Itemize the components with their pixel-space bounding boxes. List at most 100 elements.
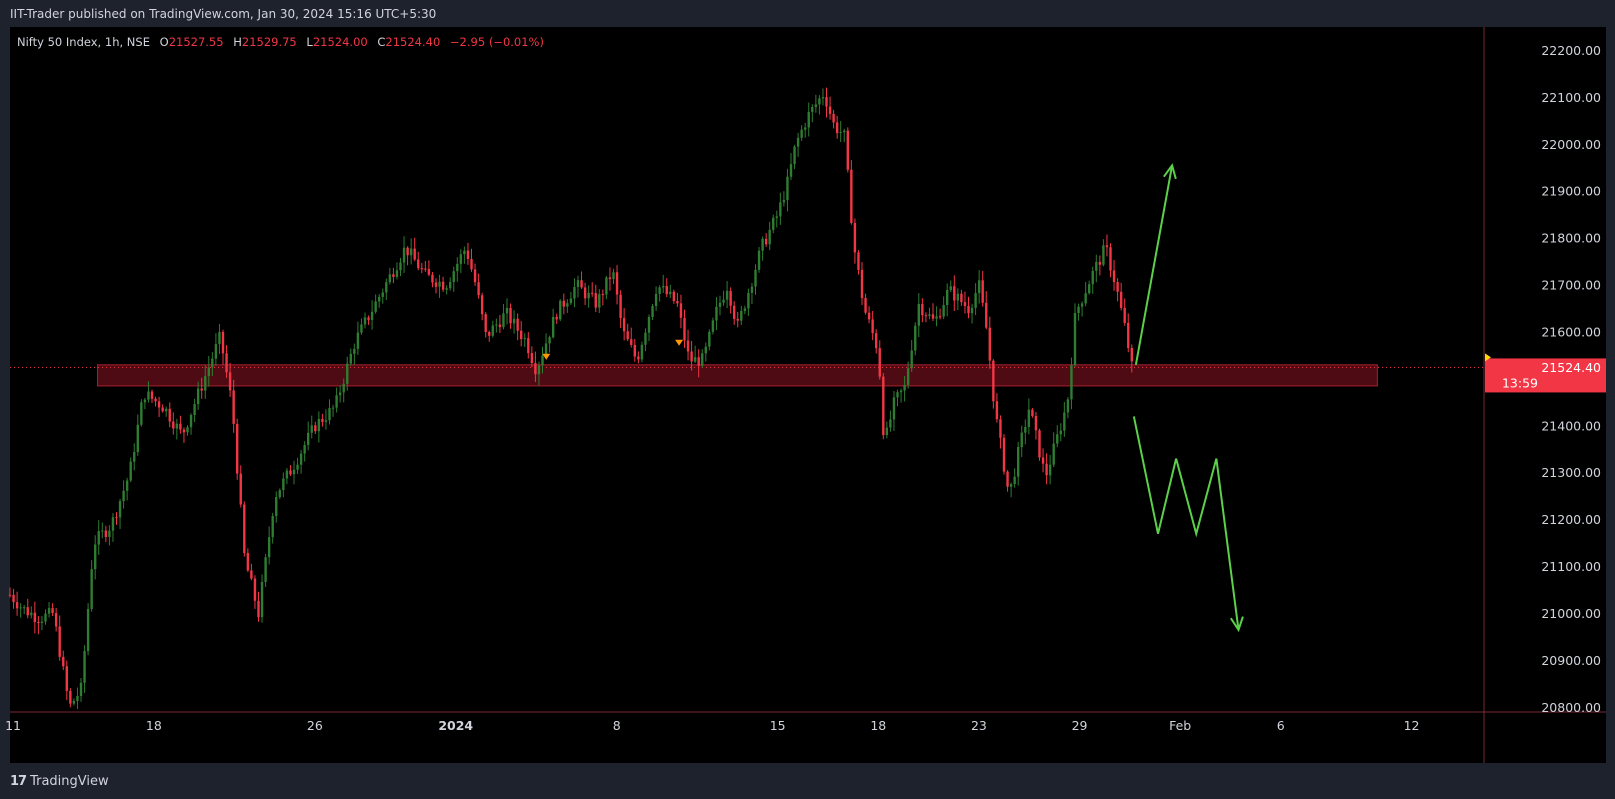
candle-body [864, 298, 867, 313]
publisher-bar: IIT-Trader published on TradingView.com,… [0, 0, 1615, 27]
candle [637, 351, 640, 364]
candle [619, 290, 622, 328]
candle-body [79, 682, 83, 696]
close-value: 21524.40 [385, 35, 441, 49]
candle-body [97, 531, 100, 545]
candle-body [1080, 303, 1084, 307]
candle [303, 441, 306, 462]
candle-body [94, 544, 97, 570]
candle [566, 299, 569, 313]
candle [1109, 243, 1112, 278]
chart-pane[interactable] [10, 27, 1606, 763]
candle [58, 615, 61, 661]
candle [530, 346, 534, 367]
candle-body [129, 461, 132, 481]
candle-body [69, 690, 72, 704]
candle [207, 355, 210, 387]
symbol-label[interactable]: Nifty 50 Index, 1h, NSE [17, 35, 150, 49]
candle-body [690, 351, 693, 362]
price-pointer-icon [1485, 353, 1491, 362]
candle [1102, 239, 1105, 267]
candle-body [733, 305, 736, 320]
candle [129, 457, 132, 483]
candle [676, 292, 679, 307]
candle-body [1013, 476, 1016, 485]
candle [413, 237, 416, 262]
candle-body [999, 419, 1002, 438]
candle [598, 289, 601, 314]
candle [910, 340, 913, 372]
candle-body [260, 581, 264, 618]
candle [83, 645, 86, 693]
candle-body [669, 291, 672, 295]
candle [1038, 428, 1041, 461]
candle [353, 343, 356, 365]
candle [509, 303, 512, 329]
candle [928, 307, 931, 320]
x-tick-label: 18 [146, 718, 162, 733]
candle-body [228, 372, 232, 391]
published-info: IIT-Trader published on TradingView.com,… [10, 7, 437, 21]
x-tick-label: 15 [770, 718, 786, 733]
candle [189, 413, 193, 435]
projection-arrow [1134, 165, 1174, 365]
signal-marker-icon [542, 353, 551, 360]
candle [764, 233, 768, 247]
candle [456, 257, 459, 282]
candle-body [445, 288, 448, 290]
candle-body [1084, 293, 1087, 304]
candle-body [573, 286, 576, 299]
candle-body [764, 238, 768, 245]
candle-body [516, 318, 519, 331]
y-tick-label: 21700.00 [1541, 278, 1601, 293]
candle [683, 309, 686, 348]
candle [587, 285, 590, 308]
candle-body [871, 319, 874, 334]
y-tick-label: 22100.00 [1541, 90, 1601, 105]
candle [477, 273, 480, 299]
candle [417, 251, 420, 271]
candle [679, 294, 683, 329]
candle [196, 381, 200, 410]
candle-body [1009, 484, 1013, 487]
candle [946, 283, 949, 317]
candle [200, 377, 203, 399]
tradingview-logo[interactable]: 17 TradingView [10, 774, 109, 789]
candle-body [1073, 313, 1077, 365]
open-key: O [159, 35, 169, 49]
candle-body [963, 302, 967, 306]
candle [225, 345, 228, 378]
candle [931, 303, 935, 321]
candle [15, 591, 19, 616]
candle [573, 278, 576, 308]
candle [576, 275, 580, 298]
candle [76, 687, 79, 710]
candle [62, 650, 65, 671]
candle-body [267, 537, 271, 558]
candle-body [211, 358, 214, 368]
candle-body [821, 97, 825, 99]
candle-body [512, 318, 516, 324]
candle-body [949, 286, 952, 290]
candle [605, 276, 608, 300]
candle-body [743, 308, 747, 311]
candle [228, 362, 232, 397]
candle-body [1095, 261, 1098, 271]
candle [125, 477, 129, 501]
candle [282, 472, 285, 498]
candle-body [1088, 284, 1091, 294]
candle-body [417, 259, 420, 269]
candle-body [154, 398, 157, 402]
candle [8, 587, 12, 598]
candle-body [189, 415, 193, 428]
candle-body [111, 517, 115, 531]
candle-body [633, 344, 636, 357]
candle-body [814, 104, 818, 107]
candle-body [143, 399, 147, 403]
candle [1020, 425, 1023, 458]
candle-body [630, 339, 633, 345]
candle-body [289, 470, 292, 475]
candle [324, 409, 328, 430]
candle [172, 412, 175, 435]
